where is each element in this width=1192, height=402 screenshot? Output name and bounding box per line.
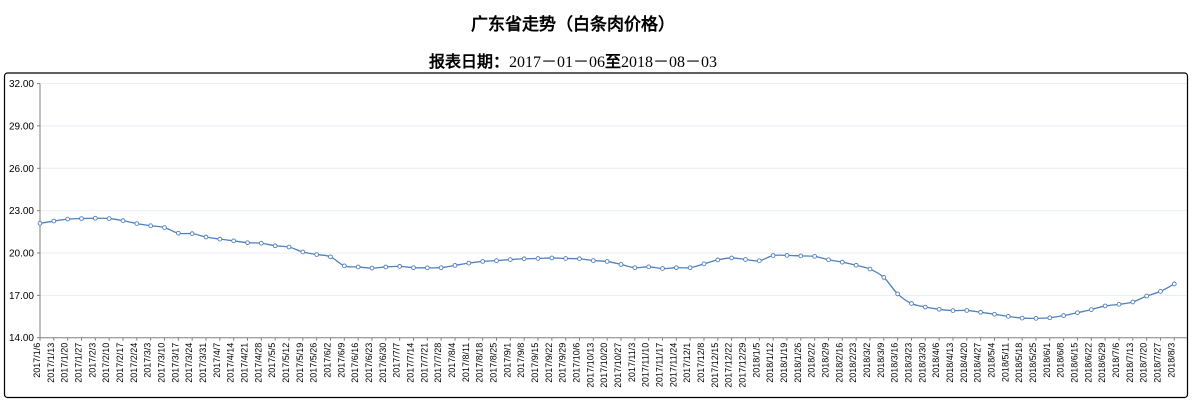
- svg-text:2018/5/11: 2018/5/11: [1000, 343, 1010, 382]
- svg-text:2017/12/1: 2017/12/1: [682, 343, 692, 383]
- svg-text:23.00: 23.00: [9, 206, 34, 217]
- svg-text:2018/6/1: 2018/6/1: [1042, 343, 1052, 378]
- svg-text:2017/4/14: 2017/4/14: [226, 343, 236, 383]
- svg-text:2017/6/9: 2017/6/9: [336, 343, 346, 378]
- svg-text:2018/7/6: 2018/7/6: [1111, 343, 1121, 378]
- svg-text:2017/10/27: 2017/10/27: [613, 343, 623, 388]
- svg-text:2017/5/19: 2017/5/19: [295, 343, 305, 383]
- svg-text:2017/11/24: 2017/11/24: [668, 343, 678, 387]
- svg-text:2018/1/5: 2018/1/5: [751, 343, 761, 378]
- svg-text:2017/2/10: 2017/2/10: [101, 343, 111, 383]
- svg-text:2017/12/15: 2017/12/15: [710, 343, 720, 388]
- svg-text:2017/7/28: 2017/7/28: [433, 343, 443, 383]
- svg-text:2017/3/31: 2017/3/31: [198, 343, 208, 383]
- svg-text:2017/1/20: 2017/1/20: [60, 343, 70, 383]
- svg-text:2018/2/9: 2018/2/9: [820, 343, 830, 378]
- svg-text:2017/9/8: 2017/9/8: [516, 343, 526, 378]
- svg-text:2017/8/18: 2017/8/18: [475, 343, 485, 383]
- svg-text:2017/8/4: 2017/8/4: [447, 343, 457, 378]
- svg-text:2018/3/16: 2018/3/16: [890, 343, 900, 383]
- svg-text:26.00: 26.00: [9, 164, 34, 175]
- svg-text:2017/5/26: 2017/5/26: [309, 343, 319, 383]
- svg-text:2018/4/27: 2018/4/27: [973, 343, 983, 383]
- svg-text:2017/9/15: 2017/9/15: [530, 343, 540, 383]
- svg-text:2017/9/29: 2017/9/29: [558, 343, 568, 383]
- svg-text:2017/10/13: 2017/10/13: [585, 343, 595, 388]
- svg-text:2017/11/17: 2017/11/17: [654, 343, 664, 387]
- svg-text:2017/5/12: 2017/5/12: [281, 343, 291, 383]
- svg-text:2018/4/13: 2018/4/13: [945, 343, 955, 383]
- svg-text:2017/1/6: 2017/1/6: [32, 343, 42, 378]
- svg-text:2018/5/4: 2018/5/4: [986, 343, 996, 378]
- svg-text:2018/8/3: 2018/8/3: [1166, 343, 1176, 378]
- svg-text:2018/3/2: 2018/3/2: [862, 343, 872, 378]
- svg-text:2017/6/23: 2017/6/23: [364, 343, 374, 383]
- svg-text:2017/7/14: 2017/7/14: [405, 343, 415, 383]
- svg-text:2017/1/27: 2017/1/27: [74, 343, 84, 383]
- svg-text:2018/3/30: 2018/3/30: [917, 343, 927, 383]
- svg-text:2017/6/16: 2017/6/16: [350, 343, 360, 383]
- svg-text:2017/8/25: 2017/8/25: [488, 343, 498, 383]
- svg-text:2017/1/13: 2017/1/13: [46, 343, 56, 383]
- svg-text:20.00: 20.00: [9, 248, 34, 259]
- svg-text:2018/3/23: 2018/3/23: [903, 343, 913, 383]
- svg-text:2018/1/26: 2018/1/26: [793, 343, 803, 383]
- svg-text:2018/6/8: 2018/6/8: [1056, 343, 1066, 378]
- svg-text:2018/2/2: 2018/2/2: [807, 343, 817, 378]
- svg-text:2018/1/12: 2018/1/12: [765, 343, 775, 383]
- svg-text:2018/2/23: 2018/2/23: [848, 343, 858, 383]
- svg-text:32.00: 32.00: [9, 79, 34, 90]
- svg-text:2017/4/21: 2017/4/21: [240, 343, 250, 383]
- svg-text:14.00: 14.00: [9, 333, 34, 344]
- svg-text:2017/11/3: 2017/11/3: [627, 343, 637, 382]
- svg-text:17.00: 17.00: [9, 291, 34, 302]
- svg-text:2018/6/22: 2018/6/22: [1083, 343, 1093, 383]
- svg-text:2017/2/17: 2017/2/17: [115, 343, 125, 383]
- svg-text:2018/6/15: 2018/6/15: [1069, 343, 1079, 383]
- svg-text:29.00: 29.00: [9, 121, 34, 132]
- svg-text:2018/7/13: 2018/7/13: [1125, 343, 1135, 383]
- svg-text:2017/3/24: 2017/3/24: [184, 343, 194, 383]
- svg-text:2018/5/25: 2018/5/25: [1028, 343, 1038, 383]
- svg-text:2017/11/10: 2017/11/10: [641, 343, 651, 387]
- svg-text:2017/4/7: 2017/4/7: [212, 343, 222, 378]
- svg-text:2017/3/3: 2017/3/3: [143, 343, 153, 378]
- svg-text:2017/6/30: 2017/6/30: [378, 343, 388, 383]
- svg-text:2017/2/24: 2017/2/24: [129, 343, 139, 383]
- svg-text:2017/7/21: 2017/7/21: [419, 343, 429, 383]
- svg-text:2018/7/27: 2018/7/27: [1152, 343, 1162, 383]
- svg-text:2017/9/22: 2017/9/22: [544, 343, 554, 383]
- svg-text:2017/12/8: 2017/12/8: [696, 343, 706, 383]
- svg-text:2017/9/1: 2017/9/1: [502, 343, 512, 378]
- svg-text:2017/5/5: 2017/5/5: [267, 343, 277, 378]
- svg-text:2018/1/19: 2018/1/19: [779, 343, 789, 383]
- svg-text:2017/12/29: 2017/12/29: [737, 343, 747, 388]
- svg-text:2018/6/29: 2018/6/29: [1097, 343, 1107, 383]
- svg-text:2017/3/10: 2017/3/10: [157, 343, 167, 383]
- svg-text:2017/10/20: 2017/10/20: [599, 343, 609, 388]
- svg-text:2017/4/28: 2017/4/28: [253, 343, 263, 383]
- svg-text:2018/4/20: 2018/4/20: [959, 343, 969, 383]
- svg-text:2017/3/17: 2017/3/17: [170, 343, 180, 383]
- svg-text:2017/8/11: 2017/8/11: [461, 343, 471, 382]
- svg-text:2017/2/3: 2017/2/3: [87, 343, 97, 378]
- svg-text:2017/12/22: 2017/12/22: [724, 343, 734, 388]
- svg-text:2017/6/2: 2017/6/2: [322, 343, 332, 378]
- svg-text:2017/10/6: 2017/10/6: [571, 343, 581, 383]
- svg-text:2018/3/9: 2018/3/9: [876, 343, 886, 378]
- svg-text:2018/7/20: 2018/7/20: [1139, 343, 1149, 383]
- svg-text:2018/2/16: 2018/2/16: [834, 343, 844, 383]
- svg-text:2017/7/7: 2017/7/7: [392, 343, 402, 378]
- svg-text:2018/4/6: 2018/4/6: [931, 343, 941, 378]
- svg-text:2018/5/18: 2018/5/18: [1014, 343, 1024, 383]
